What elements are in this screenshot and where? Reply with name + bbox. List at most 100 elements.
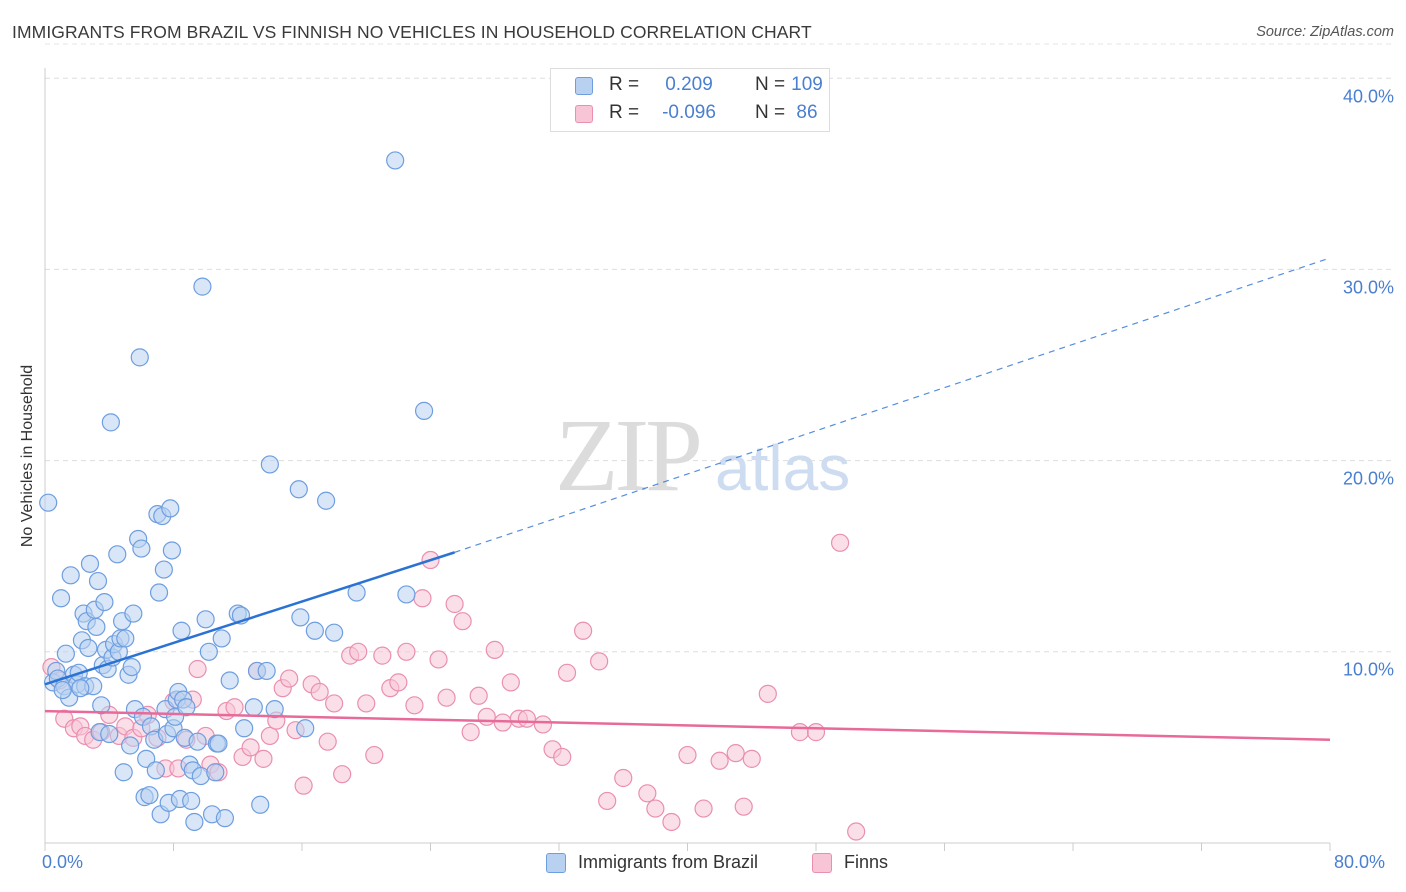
brazil-point	[215, 809, 234, 828]
legend-n-label: N =	[755, 102, 786, 123]
legend-r-value: -0.096	[662, 102, 716, 123]
finns-point	[260, 726, 279, 746]
finns-point	[590, 652, 609, 671]
brazil-point	[101, 413, 120, 432]
series-legend-label-brazil: Immigrants from Brazil	[578, 852, 759, 872]
finns-point	[429, 650, 448, 669]
brazil-point	[257, 661, 276, 681]
brazil-point	[121, 736, 140, 755]
watermark-atlas: atlas	[715, 432, 850, 504]
finns-point	[694, 799, 713, 818]
gridlines	[45, 43, 1394, 653]
brazil-point	[291, 608, 310, 627]
brazil-point	[296, 719, 315, 738]
brazil-point	[289, 480, 308, 499]
brazil-point	[92, 696, 111, 715]
finns-point	[225, 698, 244, 717]
brazil-points	[39, 151, 434, 832]
finns-trend-line	[44, 709, 1331, 742]
brazil-point	[209, 734, 228, 753]
finns-point	[553, 747, 572, 767]
finns-point	[501, 673, 520, 692]
brazil-point	[185, 812, 204, 832]
brazil-point	[177, 698, 196, 717]
finns-point	[614, 768, 633, 788]
brazil-point	[149, 583, 169, 602]
stats-legend: R = 0.209 N = 109 R = -0.096 N = 86	[550, 68, 830, 132]
brazil-point	[305, 621, 324, 640]
finns-point	[357, 694, 376, 713]
brazil-point	[386, 151, 405, 170]
y-tick-40: 40.0%	[1342, 86, 1394, 107]
trend-lines	[44, 257, 1331, 742]
finns-point	[557, 663, 577, 682]
finns-point	[806, 723, 826, 742]
brazil-point	[88, 571, 108, 591]
finns-point	[310, 682, 329, 702]
finns-point	[365, 745, 384, 765]
brazil-point	[397, 585, 416, 604]
brazil-point	[193, 277, 212, 296]
finns-point	[437, 688, 456, 707]
x-tick-80: 80.0%	[1334, 852, 1386, 872]
brazil-point	[325, 623, 344, 642]
finns-point	[349, 642, 368, 661]
brazil-point	[80, 554, 100, 573]
brazil-point	[154, 560, 173, 579]
brazil-point	[53, 680, 72, 700]
finns-point	[517, 709, 536, 728]
brazil-point	[116, 629, 135, 648]
brazil-point	[212, 629, 231, 648]
finns-point	[254, 749, 273, 768]
source-label: Source: ZipAtlas.com	[1256, 24, 1394, 40]
finns-point	[678, 745, 697, 765]
finns-point	[389, 673, 408, 692]
brazil-point	[61, 566, 80, 585]
brazil-point	[39, 493, 58, 512]
brazil-point	[199, 642, 218, 661]
brazil-point	[122, 657, 141, 677]
finns-point	[598, 791, 617, 811]
brazil-point	[414, 401, 434, 420]
series-legend-swatch-finns	[812, 853, 832, 873]
finns-point	[445, 594, 464, 614]
brazil-point	[188, 732, 207, 751]
finns-point	[646, 799, 665, 818]
legend-r-label: R =	[609, 102, 640, 123]
finns-point	[758, 684, 777, 703]
finns-point	[790, 723, 810, 742]
finns-point	[397, 642, 416, 661]
finns-point	[734, 797, 753, 816]
brazil-trend-line	[44, 551, 455, 686]
brazil-point	[206, 763, 225, 782]
brazil-point	[161, 499, 180, 518]
legend-n-value: 86	[796, 102, 818, 123]
brazil-point	[260, 455, 279, 474]
brazil-point	[182, 791, 201, 811]
finns-point	[638, 784, 657, 803]
brazil-point	[162, 541, 181, 560]
brazil-point	[130, 348, 149, 367]
brazil-point	[79, 638, 98, 658]
finns-point	[662, 812, 681, 832]
x-tick-0: 0.0%	[42, 852, 84, 872]
finns-point	[188, 659, 207, 679]
brazil-point	[114, 763, 133, 782]
legend-swatch-brazil	[575, 77, 593, 95]
brazil-point	[132, 539, 151, 558]
brazil-point	[316, 491, 336, 510]
finns-point	[830, 533, 850, 552]
finns-point	[847, 822, 866, 841]
brazil-point	[51, 589, 71, 608]
watermark: ZIP atlas	[555, 398, 850, 513]
y-tick-30: 30.0%	[1342, 277, 1394, 298]
finns-point	[710, 751, 729, 770]
brazil-point	[251, 795, 270, 814]
series-legend-label-finns: Finns	[844, 852, 889, 872]
finns-point	[333, 765, 352, 784]
brazil-point	[244, 698, 263, 717]
legend-swatch-finns	[575, 105, 593, 123]
brazil-point	[265, 700, 284, 719]
finns-point	[485, 640, 504, 659]
